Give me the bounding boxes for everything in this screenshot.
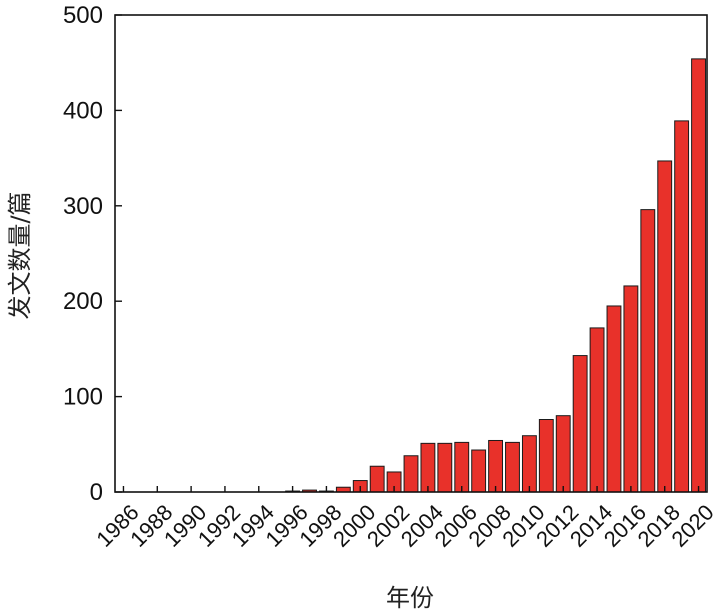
bar-2012 [555, 415, 571, 493]
y-axis: 0 100 200 300 400 500 [63, 2, 122, 506]
bars-layer [285, 58, 706, 493]
bar-2004 [420, 442, 436, 493]
bar-2011 [538, 419, 554, 493]
bar-2009 [505, 441, 520, 493]
bar-2020 [691, 58, 706, 493]
x-axis: 1986198819901992199419961998200020022004… [91, 486, 715, 552]
bar-2016 [623, 285, 639, 493]
y-axis-title: 发文数量/篇 [6, 191, 34, 319]
bar-2008 [488, 439, 504, 493]
y-tick-label: 400 [63, 97, 103, 124]
bar-2017 [640, 209, 656, 493]
y-tick-label: 300 [63, 193, 103, 220]
bar-2018 [657, 160, 673, 493]
y-tick-label: 100 [63, 384, 103, 411]
bar-2003 [403, 455, 419, 493]
bar-2014 [589, 327, 605, 493]
bar-2019 [674, 120, 690, 493]
bar-2013 [572, 355, 588, 493]
plot-frame [114, 14, 708, 493]
bar-2001 [369, 465, 385, 493]
bar-2007 [471, 449, 487, 493]
bar-2005 [437, 442, 453, 493]
bar-2015 [606, 305, 622, 493]
y-tick-label: 200 [63, 288, 103, 315]
bar-2006 [454, 441, 470, 493]
y-tick-label: 0 [90, 479, 103, 506]
x-axis-title: 年份 [386, 584, 434, 612]
bar-2010 [521, 435, 537, 493]
y-tick-label: 500 [63, 2, 103, 29]
